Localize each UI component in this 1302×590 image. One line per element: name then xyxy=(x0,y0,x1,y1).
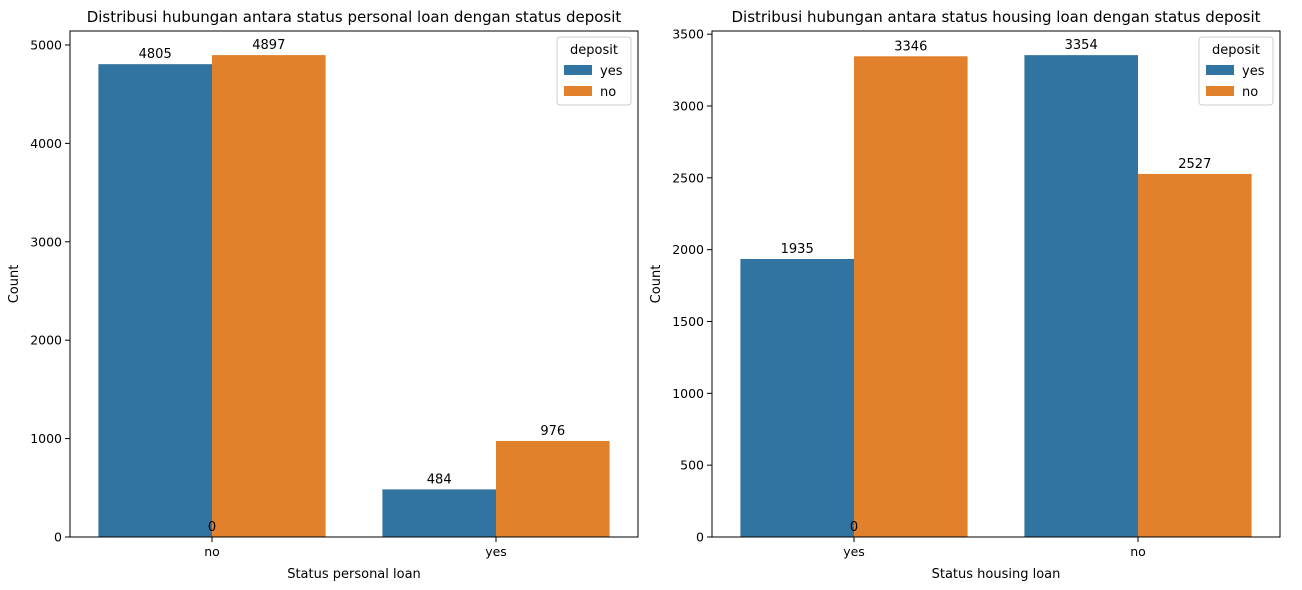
y-axis-label: Count xyxy=(7,265,22,304)
bar-no-no xyxy=(1138,173,1252,538)
y-tick-label: 3000 xyxy=(672,98,704,113)
bar-yes-yes xyxy=(382,489,496,537)
x-tick-label: yes xyxy=(843,544,865,559)
legend-entry-label: no xyxy=(600,85,616,100)
y-tick-label: 0 xyxy=(54,530,62,545)
legend-swatch-yes xyxy=(564,65,592,75)
y-tick-label: 4000 xyxy=(30,136,62,151)
bar-no-yes xyxy=(98,64,212,537)
zero-data-label: 0 xyxy=(208,520,216,535)
data-label: 1935 xyxy=(781,242,814,257)
chart-panel-1: 4805 484 4897 976 0 0 1000 2000 3000 4000 5000 no ye… xyxy=(7,8,639,582)
legend: deposit yes no xyxy=(1198,36,1274,106)
chart-title: Distribusi hubungan antara status person… xyxy=(87,8,622,26)
y-tick-label: 3500 xyxy=(672,27,704,42)
bar-no-yes xyxy=(1024,55,1138,537)
legend-swatch-no xyxy=(564,86,592,96)
data-label: 3354 xyxy=(1065,38,1098,53)
data-label: 976 xyxy=(540,424,565,439)
x-tick-label: no xyxy=(1130,544,1146,559)
y-tick-label: 1000 xyxy=(672,386,704,401)
legend-swatch-no xyxy=(1206,86,1234,96)
bar-yes-yes xyxy=(740,259,854,537)
x-axis-label: Status personal loan xyxy=(287,567,421,582)
bar-yes-no xyxy=(854,56,968,537)
legend-swatch-yes xyxy=(1206,65,1234,75)
data-label: 4805 xyxy=(139,47,172,62)
y-tick-label: 2000 xyxy=(30,333,62,348)
y-tick-label: 500 xyxy=(680,458,704,473)
legend-title: deposit xyxy=(570,43,618,58)
y-tick-label: 2500 xyxy=(672,170,704,185)
axes-frame xyxy=(711,30,1281,538)
legend-title: deposit xyxy=(1212,43,1260,58)
y-tick-label: 1000 xyxy=(30,431,62,446)
data-label: 2527 xyxy=(1178,157,1211,172)
data-label: 4897 xyxy=(252,38,285,53)
y-tick-label: 2000 xyxy=(672,242,704,257)
y-tick-label: 5000 xyxy=(30,37,62,52)
chart-title: Distribusi hubungan antara status housin… xyxy=(731,8,1260,26)
axes-frame xyxy=(69,30,639,538)
y-tick-label: 1500 xyxy=(672,314,704,329)
y-axis-label: Count xyxy=(649,265,664,304)
x-tick-label: yes xyxy=(485,544,507,559)
legend-entry-label: yes xyxy=(600,64,623,79)
y-tick-label: 3000 xyxy=(30,234,62,249)
bar-yes-no xyxy=(496,440,610,537)
data-label: 3346 xyxy=(894,39,927,54)
data-label: 484 xyxy=(427,472,452,487)
bar-no-no xyxy=(212,55,326,538)
legend: deposit yes no xyxy=(556,36,632,106)
legend-entry-label: no xyxy=(1242,85,1258,100)
zero-data-label: 0 xyxy=(850,520,858,535)
legend-entry-label: yes xyxy=(1242,64,1265,79)
y-tick-label: 0 xyxy=(696,530,704,545)
chart-panel-2: 1935 3354 3346 2527 0 0 500 1000 1500 2000 2500 300… xyxy=(649,8,1281,582)
x-axis-label: Status housing loan xyxy=(932,567,1061,582)
x-tick-label: no xyxy=(204,544,220,559)
